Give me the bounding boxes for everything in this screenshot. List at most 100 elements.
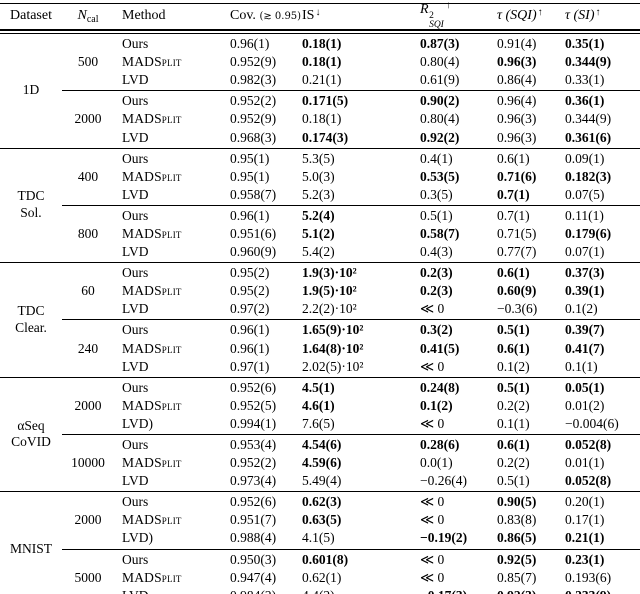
value-cell-tsi: 0.361(6): [565, 129, 612, 145]
header-double-rule: [0, 29, 640, 34]
value-cell-tsqi: −0.3(6): [497, 301, 538, 317]
value-cell-is: 4.54(6): [302, 437, 342, 453]
value-cell-cov: 0.97(2): [230, 301, 270, 317]
value-cell-is: 2.02(5)·10²: [302, 358, 364, 374]
method-cell: LVD): [122, 415, 154, 431]
value-cell-tsqi: 0.60(9): [497, 283, 537, 299]
value-cell-is: 5.2(4): [302, 207, 335, 223]
value-cell-is: 5.0(3): [302, 168, 335, 184]
value-cell-tsi: 0.23(1): [565, 551, 605, 567]
value-cell-tsqi: 0.91(4): [497, 36, 537, 52]
value-cell-tsqi: 0.7(1): [497, 207, 530, 223]
table-row: LVD 0.968(3) 0.174(3) 0.92(2) 0.96(3) 0.361(6…: [114, 128, 640, 146]
value-cell-is: 0.601(8): [302, 551, 349, 567]
value-cell-tsqi: 0.96(3): [497, 54, 537, 70]
table-row: LVD 0.973(4) 5.49(4) −0.26(4) 0.5(1) 0.052(8): [114, 472, 640, 490]
ncal-block: 60 Ours 0.95(2) 1.9(3)·10² 0.2(3) 0.6(1) 0.37(…: [62, 263, 640, 319]
ncal-label: 240: [77, 340, 99, 356]
table-row: MADSplit 0.951(6) 5.1(2) 0.58(7) 0.71(5) 0.17…: [114, 225, 640, 243]
ncal-block: 2000 Ours 0.952(2) 0.171(5) 0.90(2) 0.96(4) 0.…: [62, 90, 640, 147]
value-cell-cov: 0.952(9): [230, 54, 277, 70]
value-cell-is: 0.18(1): [302, 111, 342, 127]
method-cell: LVD: [122, 129, 149, 145]
value-cell-is: 0.171(5): [302, 93, 349, 109]
dataset-group: MNIST 2000 Ours 0.952(6) 0.62(3) ≪ 0 0.90(5) 0.…: [0, 491, 640, 594]
value-cell-cov: 0.952(9): [230, 111, 277, 127]
method-cell: MADSplit: [122, 111, 182, 127]
value-cell-tsi: 0.11(1): [565, 207, 604, 223]
method-cell: MADSplit: [122, 455, 182, 471]
value-cell-tsqi: 0.6(1): [497, 340, 530, 356]
value-cell-tsqi: 0.2(2): [497, 455, 530, 471]
dataset-group: αSeq CoVID 2000 Ours 0.952(6) 4.5(1) 0.24(8) 0.…: [0, 376, 640, 492]
method-cell: MADSplit: [122, 225, 182, 241]
value-cell-tsqi: 0.2(2): [497, 397, 530, 413]
table-row: LVD 0.982(3) 0.21(1) 0.61(9) 0.86(4) 0.33(1): [114, 71, 640, 89]
column-header-dataset: Dataset: [10, 8, 52, 23]
table-row: Ours 0.953(4) 4.54(6) 0.28(6) 0.6(1) 0.052(8): [114, 436, 640, 454]
value-cell-r2: 0.90(2): [420, 93, 460, 109]
value-cell-tsqi: 0.5(1): [497, 473, 530, 489]
value-cell-tsqi: 0.1(2): [497, 358, 530, 374]
value-cell-tsqi: 0.1(1): [497, 415, 530, 431]
value-cell-cov: 0.97(1): [230, 358, 270, 374]
value-cell-r2: 0.3(2): [420, 322, 453, 338]
dataset-group: 1D 500 Ours 0.96(1) 0.18(1) 0.87(3) 0.91(4) 0.3…: [0, 34, 640, 148]
column-header-method: Method: [122, 8, 166, 23]
value-cell-cov: 0.952(2): [230, 93, 277, 109]
value-cell-tsqi: 0.86(4): [497, 72, 537, 88]
method-cell: Ours: [122, 36, 149, 52]
method-cell: LVD: [122, 358, 149, 374]
value-cell-r2: 0.5(1): [420, 207, 453, 223]
value-cell-tsi: 0.052(8): [565, 473, 612, 489]
value-cell-is: 0.62(3): [302, 494, 342, 510]
value-cell-tsqi: 0.71(6): [497, 168, 537, 184]
value-cell-tsi: 0.36(1): [565, 93, 605, 109]
table-row: Ours 0.96(1) 5.2(4) 0.5(1) 0.7(1) 0.11(1): [114, 207, 640, 225]
value-cell-is: 0.18(1): [302, 36, 342, 52]
up-arrow-icon: ↑: [537, 6, 543, 18]
value-cell-r2: 0.2(3): [420, 265, 453, 281]
value-cell-is: 1.65(9)·10²: [302, 322, 364, 338]
value-cell-r2: ≪ 0: [420, 569, 445, 585]
value-cell-tsqi: 0.92(5): [497, 551, 537, 567]
value-cell-r2: 0.24(8): [420, 379, 460, 395]
supsub-notation: 2 SQI: [429, 10, 444, 30]
ncal-label: 400: [77, 168, 99, 184]
value-cell-tsqi: 0.71(5): [497, 225, 537, 241]
value-cell-r2: 0.4(3): [420, 244, 453, 260]
method-cell: MADSplit: [122, 397, 182, 413]
value-cell-is: 1.9(3)·10²: [302, 265, 357, 281]
ncal-block: 2000 Ours 0.952(6) 0.62(3) ≪ 0 0.90(5) 0.20(1)…: [62, 492, 640, 548]
down-arrow-icon: ↓: [315, 6, 321, 18]
value-cell-cov: 0.988(4): [230, 530, 277, 546]
dataset-label: MNIST: [9, 540, 52, 556]
value-cell-cov: 0.982(3): [230, 72, 277, 88]
value-cell-cov: 0.95(1): [230, 168, 270, 184]
method-cell: MADSplit: [122, 569, 182, 585]
value-cell-r2: 0.61(9): [420, 72, 460, 88]
value-cell-tsi: 0.182(3): [565, 168, 612, 184]
ncal-block: 800 Ours 0.96(1) 5.2(4) 0.5(1) 0.7(1) 0.11(1) M…: [62, 204, 640, 262]
ncal-label: 2000: [74, 111, 102, 127]
ncal-label: 500: [77, 54, 99, 70]
value-cell-tsi: 0.20(1): [565, 494, 605, 510]
table-row: LVD 0.960(9) 5.4(2) 0.4(3) 0.77(7) 0.07(1): [114, 243, 640, 261]
table-row: Ours 0.950(3) 0.601(8) ≪ 0 0.92(5) 0.23(1): [114, 551, 640, 569]
value-cell-tsi: 0.179(6): [565, 225, 612, 241]
value-cell-tsqi: 0.96(3): [497, 111, 537, 127]
value-cell-r2: 0.80(4): [420, 54, 460, 70]
ncal-label: 800: [77, 225, 99, 241]
value-cell-tsi: 0.39(7): [565, 322, 605, 338]
value-cell-tsi: 0.41(7): [565, 340, 605, 356]
value-cell-r2: 0.28(6): [420, 437, 460, 453]
up-arrow-icon: ↑: [445, 0, 451, 11]
method-cell: LVD: [122, 473, 149, 489]
value-cell-is: 4.6(1): [302, 397, 335, 413]
table-row: MADSplit 0.951(7) 0.63(5) ≪ 0 0.83(8) 0.17(1): [114, 511, 640, 529]
method-cell: LVD: [122, 72, 149, 88]
dataset-group: TDC Sol. 400 Ours 0.95(1) 5.3(5) 0.4(1) 0.6(1) 0…: [0, 147, 640, 263]
ncal-label: 10000: [71, 455, 105, 471]
ncal-block: 500 Ours 0.96(1) 0.18(1) 0.87(3) 0.91(4) 0.35(…: [62, 34, 640, 90]
